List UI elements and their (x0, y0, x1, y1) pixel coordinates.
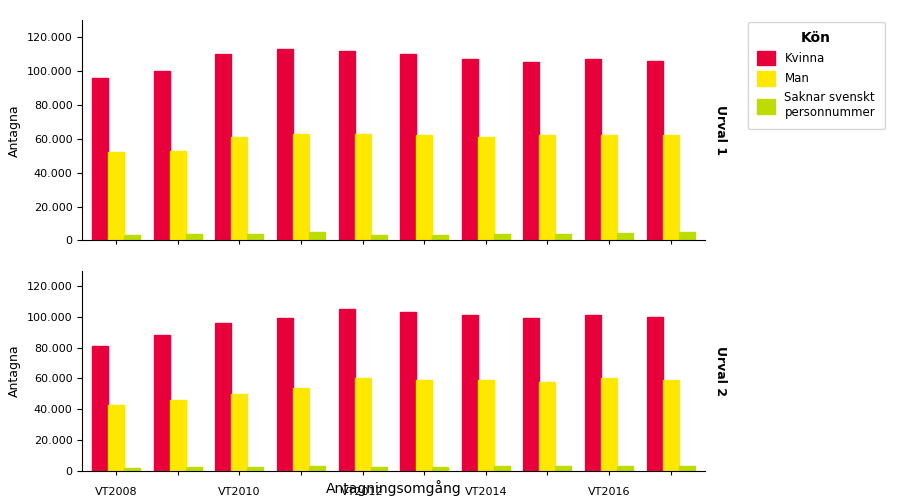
Bar (355, 134, 371, 240)
Bar (662, 380, 679, 471)
Bar (617, 466, 633, 471)
Bar (523, 318, 540, 471)
Bar (400, 312, 416, 471)
Bar (293, 388, 309, 471)
Bar (371, 234, 387, 240)
Bar (124, 235, 140, 240)
Bar (339, 309, 355, 471)
Bar (617, 233, 633, 240)
Bar (108, 405, 124, 471)
Text: VT2014: VT2014 (465, 487, 507, 497)
Bar (679, 232, 694, 240)
Bar (432, 234, 448, 240)
Bar (478, 380, 494, 471)
Bar (662, 135, 679, 240)
Bar (108, 152, 124, 240)
Bar (647, 61, 662, 240)
Bar (540, 382, 555, 471)
Bar (170, 151, 186, 240)
Bar (309, 466, 325, 471)
Bar (601, 378, 617, 471)
Bar (585, 59, 601, 240)
Bar (339, 51, 355, 240)
Bar (371, 467, 387, 471)
Bar (416, 135, 432, 240)
Bar (247, 233, 264, 240)
Bar (432, 467, 448, 471)
Bar (215, 54, 231, 240)
Bar (124, 468, 140, 471)
Bar (154, 335, 170, 471)
Bar (647, 317, 662, 471)
Text: Urval 1: Urval 1 (714, 105, 727, 155)
Bar (309, 232, 325, 240)
Bar (277, 318, 293, 471)
Bar (186, 467, 202, 471)
Y-axis label: Antagna: Antagna (8, 344, 21, 397)
Bar (555, 466, 572, 471)
Bar (494, 233, 510, 240)
Text: VT2008: VT2008 (95, 487, 137, 497)
Legend: Kvinna, Man, Saknar svenskt
personnummer: Kvinna, Man, Saknar svenskt personnummer (748, 22, 885, 129)
Bar (92, 346, 108, 471)
Text: VT2010: VT2010 (218, 487, 261, 497)
Bar (293, 134, 309, 240)
Bar (92, 78, 108, 240)
Bar (523, 63, 540, 240)
Bar (355, 378, 371, 471)
Bar (215, 323, 231, 471)
Y-axis label: Antagna: Antagna (8, 104, 21, 157)
Bar (231, 394, 247, 471)
Bar (494, 466, 510, 471)
Bar (462, 315, 478, 471)
Bar (478, 137, 494, 240)
Bar (462, 59, 478, 240)
Text: Antagningsomgång: Antagningsomgång (326, 480, 461, 496)
Bar (585, 315, 601, 471)
Text: Urval 2: Urval 2 (714, 346, 727, 396)
Text: VT2016: VT2016 (587, 487, 630, 497)
Bar (555, 233, 572, 240)
Bar (400, 54, 416, 240)
Bar (154, 71, 170, 240)
Bar (277, 49, 293, 240)
Text: VT2012: VT2012 (341, 487, 384, 497)
Bar (170, 400, 186, 471)
Bar (186, 233, 202, 240)
Bar (416, 380, 432, 471)
Bar (679, 465, 694, 471)
Bar (231, 137, 247, 240)
Bar (601, 135, 617, 240)
Bar (247, 467, 264, 471)
Bar (540, 135, 555, 240)
